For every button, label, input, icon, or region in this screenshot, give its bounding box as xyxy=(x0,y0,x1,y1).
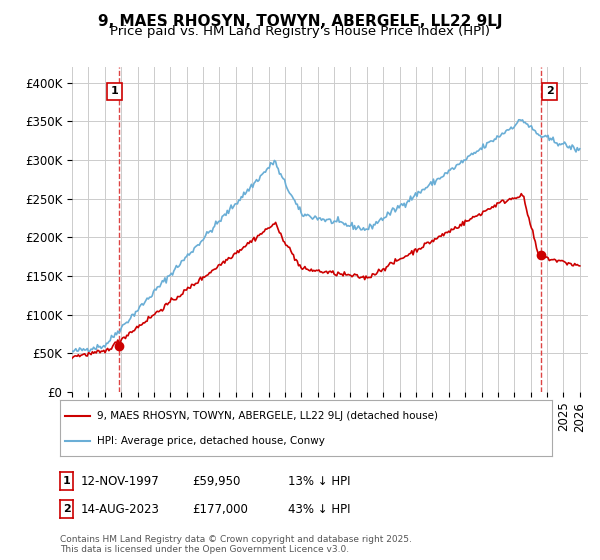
Text: 2: 2 xyxy=(63,504,70,514)
Text: 13% ↓ HPI: 13% ↓ HPI xyxy=(288,474,350,488)
Text: £59,950: £59,950 xyxy=(192,474,241,488)
Text: 43% ↓ HPI: 43% ↓ HPI xyxy=(288,502,350,516)
Text: £177,000: £177,000 xyxy=(192,502,248,516)
Text: 9, MAES RHOSYN, TOWYN, ABERGELE, LL22 9LJ: 9, MAES RHOSYN, TOWYN, ABERGELE, LL22 9L… xyxy=(98,14,502,29)
Text: HPI: Average price, detached house, Conwy: HPI: Average price, detached house, Conw… xyxy=(97,436,325,446)
Text: Contains HM Land Registry data © Crown copyright and database right 2025.
This d: Contains HM Land Registry data © Crown c… xyxy=(60,535,412,554)
Text: 14-AUG-2023: 14-AUG-2023 xyxy=(81,502,160,516)
Text: 1: 1 xyxy=(111,86,119,96)
Text: Price paid vs. HM Land Registry's House Price Index (HPI): Price paid vs. HM Land Registry's House … xyxy=(110,25,490,38)
Text: 9, MAES RHOSYN, TOWYN, ABERGELE, LL22 9LJ (detached house): 9, MAES RHOSYN, TOWYN, ABERGELE, LL22 9L… xyxy=(97,411,438,421)
Text: 12-NOV-1997: 12-NOV-1997 xyxy=(81,474,160,488)
Text: 2: 2 xyxy=(546,86,553,96)
Text: 1: 1 xyxy=(63,476,70,486)
